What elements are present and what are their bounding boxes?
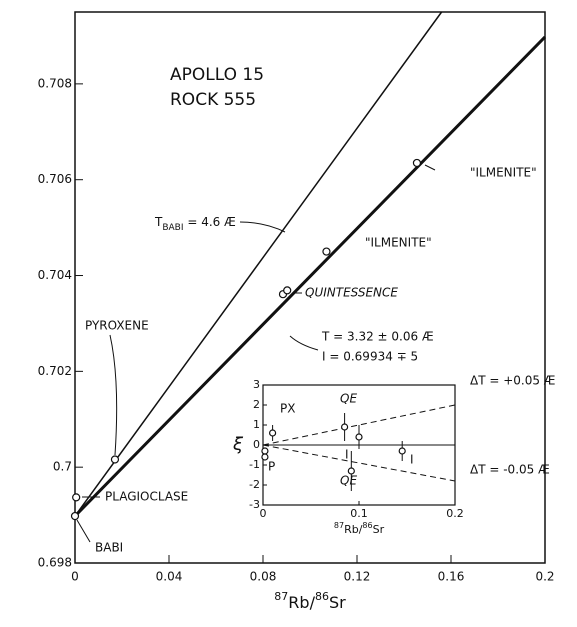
y-tick-label: -2 bbox=[249, 478, 260, 491]
y-axis-label: ξ bbox=[232, 434, 244, 455]
annotation: I = 0.69934 ∓ 5 bbox=[322, 350, 418, 364]
annotation: PLAGIOCLASE bbox=[105, 490, 188, 504]
annotation: QUINTESSENCE bbox=[305, 286, 398, 300]
data-point bbox=[261, 447, 269, 455]
y-tick-label: 0.7 bbox=[53, 460, 72, 474]
annotation: PYROXENE bbox=[85, 319, 149, 333]
x-tick-label: 0 bbox=[71, 570, 79, 584]
x-tick-label: 0.2 bbox=[446, 507, 464, 520]
x-tick-label: 0.04 bbox=[156, 570, 183, 584]
annotation: QE bbox=[340, 474, 357, 488]
x-axis-label-part: Rb/ bbox=[288, 593, 315, 612]
y-tick-label: -1 bbox=[249, 458, 260, 471]
x-axis-label-part: Sr bbox=[373, 523, 385, 536]
y-tick-label: 0.708 bbox=[38, 76, 72, 90]
main-plot: 0.698 0.7 0.702 0.704 0.706 0.708 0 0.04 0.08 0.1… bbox=[38, 11, 555, 612]
x-axis-label-part: 87 bbox=[334, 521, 344, 530]
data-point bbox=[347, 467, 355, 475]
leader bbox=[109, 334, 118, 456]
annotation: QE bbox=[340, 392, 357, 406]
leader bbox=[424, 164, 436, 171]
x-tick-label: 0.08 bbox=[250, 570, 277, 584]
leaders bbox=[76, 164, 436, 543]
x-tick-label: 0.16 bbox=[438, 570, 465, 584]
fit-line bbox=[73, 35, 547, 518]
data-point bbox=[341, 423, 349, 431]
leader bbox=[289, 335, 319, 351]
x-axis-label-part: Sr bbox=[329, 593, 346, 612]
y-tick-label: 0 bbox=[253, 438, 260, 451]
data-point bbox=[72, 493, 81, 502]
leader bbox=[76, 519, 91, 543]
annotation-part: T bbox=[154, 215, 163, 229]
data-point bbox=[398, 447, 406, 455]
data-point bbox=[412, 158, 422, 168]
annotation: I bbox=[410, 453, 414, 467]
x-tick-label: 0.1 bbox=[350, 507, 368, 520]
data-point bbox=[283, 286, 292, 295]
x-axis-label-part: 87 bbox=[274, 590, 288, 603]
annotation: ROCK 555 bbox=[170, 90, 256, 110]
y-tick-label: 0.704 bbox=[38, 268, 72, 282]
annotation: APOLLO 15 bbox=[170, 65, 264, 85]
x-axis-label-part: Rb/ bbox=[344, 523, 363, 536]
data-point bbox=[355, 433, 363, 441]
annotation: TBABI = 4.6 Æ bbox=[154, 215, 236, 233]
annotation: PX bbox=[280, 402, 295, 416]
annotation: "ILMENITE" bbox=[365, 236, 432, 250]
annotation: BABI bbox=[95, 541, 123, 555]
data-point bbox=[110, 455, 120, 464]
data-point bbox=[269, 429, 277, 437]
data-point bbox=[261, 453, 269, 461]
x-axis-label: 87Rb/86Sr bbox=[334, 521, 385, 536]
annotation-part: = 4.6 Æ bbox=[184, 215, 236, 229]
annotation: "ILMENITE" bbox=[470, 166, 537, 180]
x-axis-label: 87Rb/86Sr bbox=[274, 590, 346, 612]
y-tick-label: 3 bbox=[253, 378, 260, 391]
y-tick-label: 0.706 bbox=[38, 172, 72, 186]
x-axis-label-part: 86 bbox=[315, 590, 329, 603]
y-tick-label: -3 bbox=[249, 498, 260, 511]
fit-line bbox=[262, 444, 456, 482]
annotation: ΔT = -0.05 Æ bbox=[470, 463, 550, 477]
x-tick-label: 0.2 bbox=[535, 570, 554, 584]
x-tick-label: 0 bbox=[260, 507, 267, 520]
fit-line bbox=[74, 11, 443, 517]
y-tick-label: 0.698 bbox=[38, 556, 72, 570]
annotation: T = 3.32 ± 0.06 Æ bbox=[321, 330, 434, 344]
x-axis-label-part: 86 bbox=[362, 521, 372, 530]
data-point bbox=[322, 247, 331, 256]
annotation-part: BABI bbox=[162, 223, 183, 233]
annotation: I bbox=[345, 448, 349, 462]
plot-frame bbox=[74, 11, 546, 564]
annotation: ΔT = +0.05 Æ bbox=[470, 374, 556, 388]
x-tick-label: 0.12 bbox=[344, 570, 371, 584]
leader bbox=[239, 221, 286, 233]
fit-line bbox=[262, 404, 456, 446]
y-tick-label: 0.702 bbox=[38, 364, 72, 378]
y-tick-label: 2 bbox=[253, 398, 260, 411]
data-point bbox=[70, 511, 80, 521]
annotation: P bbox=[268, 460, 275, 474]
y-tick-label: 1 bbox=[253, 418, 260, 431]
